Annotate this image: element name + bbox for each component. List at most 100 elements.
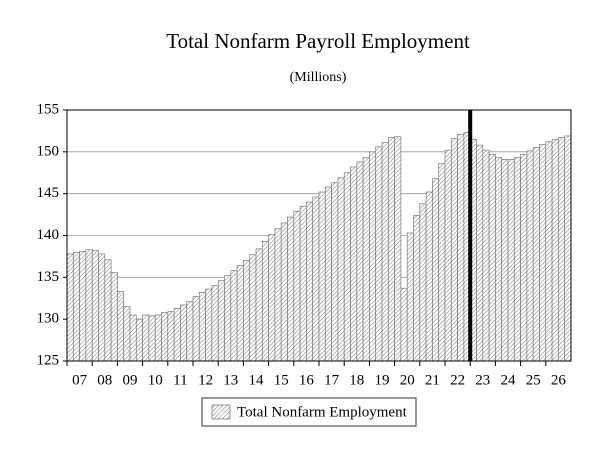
x-tick-label: 18 [349,372,364,388]
bar [406,232,414,362]
bar [343,172,351,362]
bar [318,191,326,362]
bar [142,314,150,362]
x-tick-label: 16 [299,372,315,388]
x-tick-label: 11 [173,372,187,388]
bar [444,149,452,362]
bar [91,250,99,362]
bar [293,210,301,362]
bar [129,314,137,362]
bar [545,141,553,362]
bar [532,147,540,362]
bar [186,301,194,362]
bar [224,275,232,362]
bar [180,304,188,362]
bar [369,151,377,362]
x-tick-label: 08 [97,372,112,388]
bar [243,260,251,362]
bar [205,288,213,362]
bar [394,136,402,362]
x-tick-label: 24 [501,372,517,388]
chart-subtitle: (Millions) [290,70,347,85]
bar [419,203,427,362]
bar [173,307,181,362]
y-tick-label: 150 [37,143,60,159]
bar [148,315,156,362]
bar [192,296,200,362]
x-tick-label: 17 [324,372,340,388]
legend-box [201,397,417,427]
bar [154,314,162,362]
x-tick-label: 14 [249,372,265,388]
x-tick-label: 07 [72,372,88,388]
bar [558,137,566,362]
bar [85,249,93,362]
bar [337,177,345,362]
bar [507,159,515,362]
bar [488,153,496,362]
bar [457,133,465,362]
bar [450,138,458,362]
bar [117,291,125,362]
bar [331,182,339,362]
bar [381,142,389,362]
bar [438,163,446,362]
bar [526,150,534,362]
bar [539,143,547,362]
x-tick-label: 25 [526,372,541,388]
bar [356,161,364,362]
x-tick-label: 20 [400,372,415,388]
bar [110,271,118,362]
x-tick-label: 21 [425,372,440,388]
bar [495,157,503,362]
bar [362,157,370,362]
bar [350,166,358,362]
legend-label: Total Nonfarm Employment [237,404,408,420]
bar [400,287,408,362]
x-tick-label: 23 [475,372,490,388]
bar [312,196,320,362]
bar [501,159,509,362]
bar [425,191,433,362]
x-tick-label: 19 [375,372,390,388]
bar [476,144,484,362]
bar [513,157,521,362]
y-tick-label: 135 [37,269,60,285]
x-tick-label: 10 [148,372,163,388]
bar [261,241,269,362]
y-tick-label: 130 [37,311,60,327]
plot-frame [66,109,572,362]
bar [66,253,74,362]
bar [249,254,257,362]
bar [72,251,80,362]
bar [324,186,332,362]
bar [135,318,143,362]
bar [432,178,440,362]
bar [274,228,282,362]
y-tick-label: 125 [37,352,60,368]
bar [230,270,238,362]
bar [255,248,263,362]
bar [564,135,572,362]
y-tick-label: 155 [37,101,60,117]
bar [167,311,175,362]
bar [236,265,244,362]
x-tick-label: 15 [274,372,289,388]
bar [104,259,112,362]
bar [217,280,225,362]
x-tick-label: 09 [123,372,138,388]
bar [299,205,307,362]
bar [482,149,490,362]
bar [520,153,528,362]
x-tick-label: 22 [450,372,465,388]
bar [79,251,87,362]
x-tick-label: 12 [198,372,213,388]
bar [161,312,169,362]
bar [123,306,131,362]
bar [375,146,383,362]
chart-title: Total Nonfarm Payroll Employment [166,29,470,53]
bar [287,216,295,362]
bar [98,253,106,362]
x-tick-label: 26 [551,372,567,388]
